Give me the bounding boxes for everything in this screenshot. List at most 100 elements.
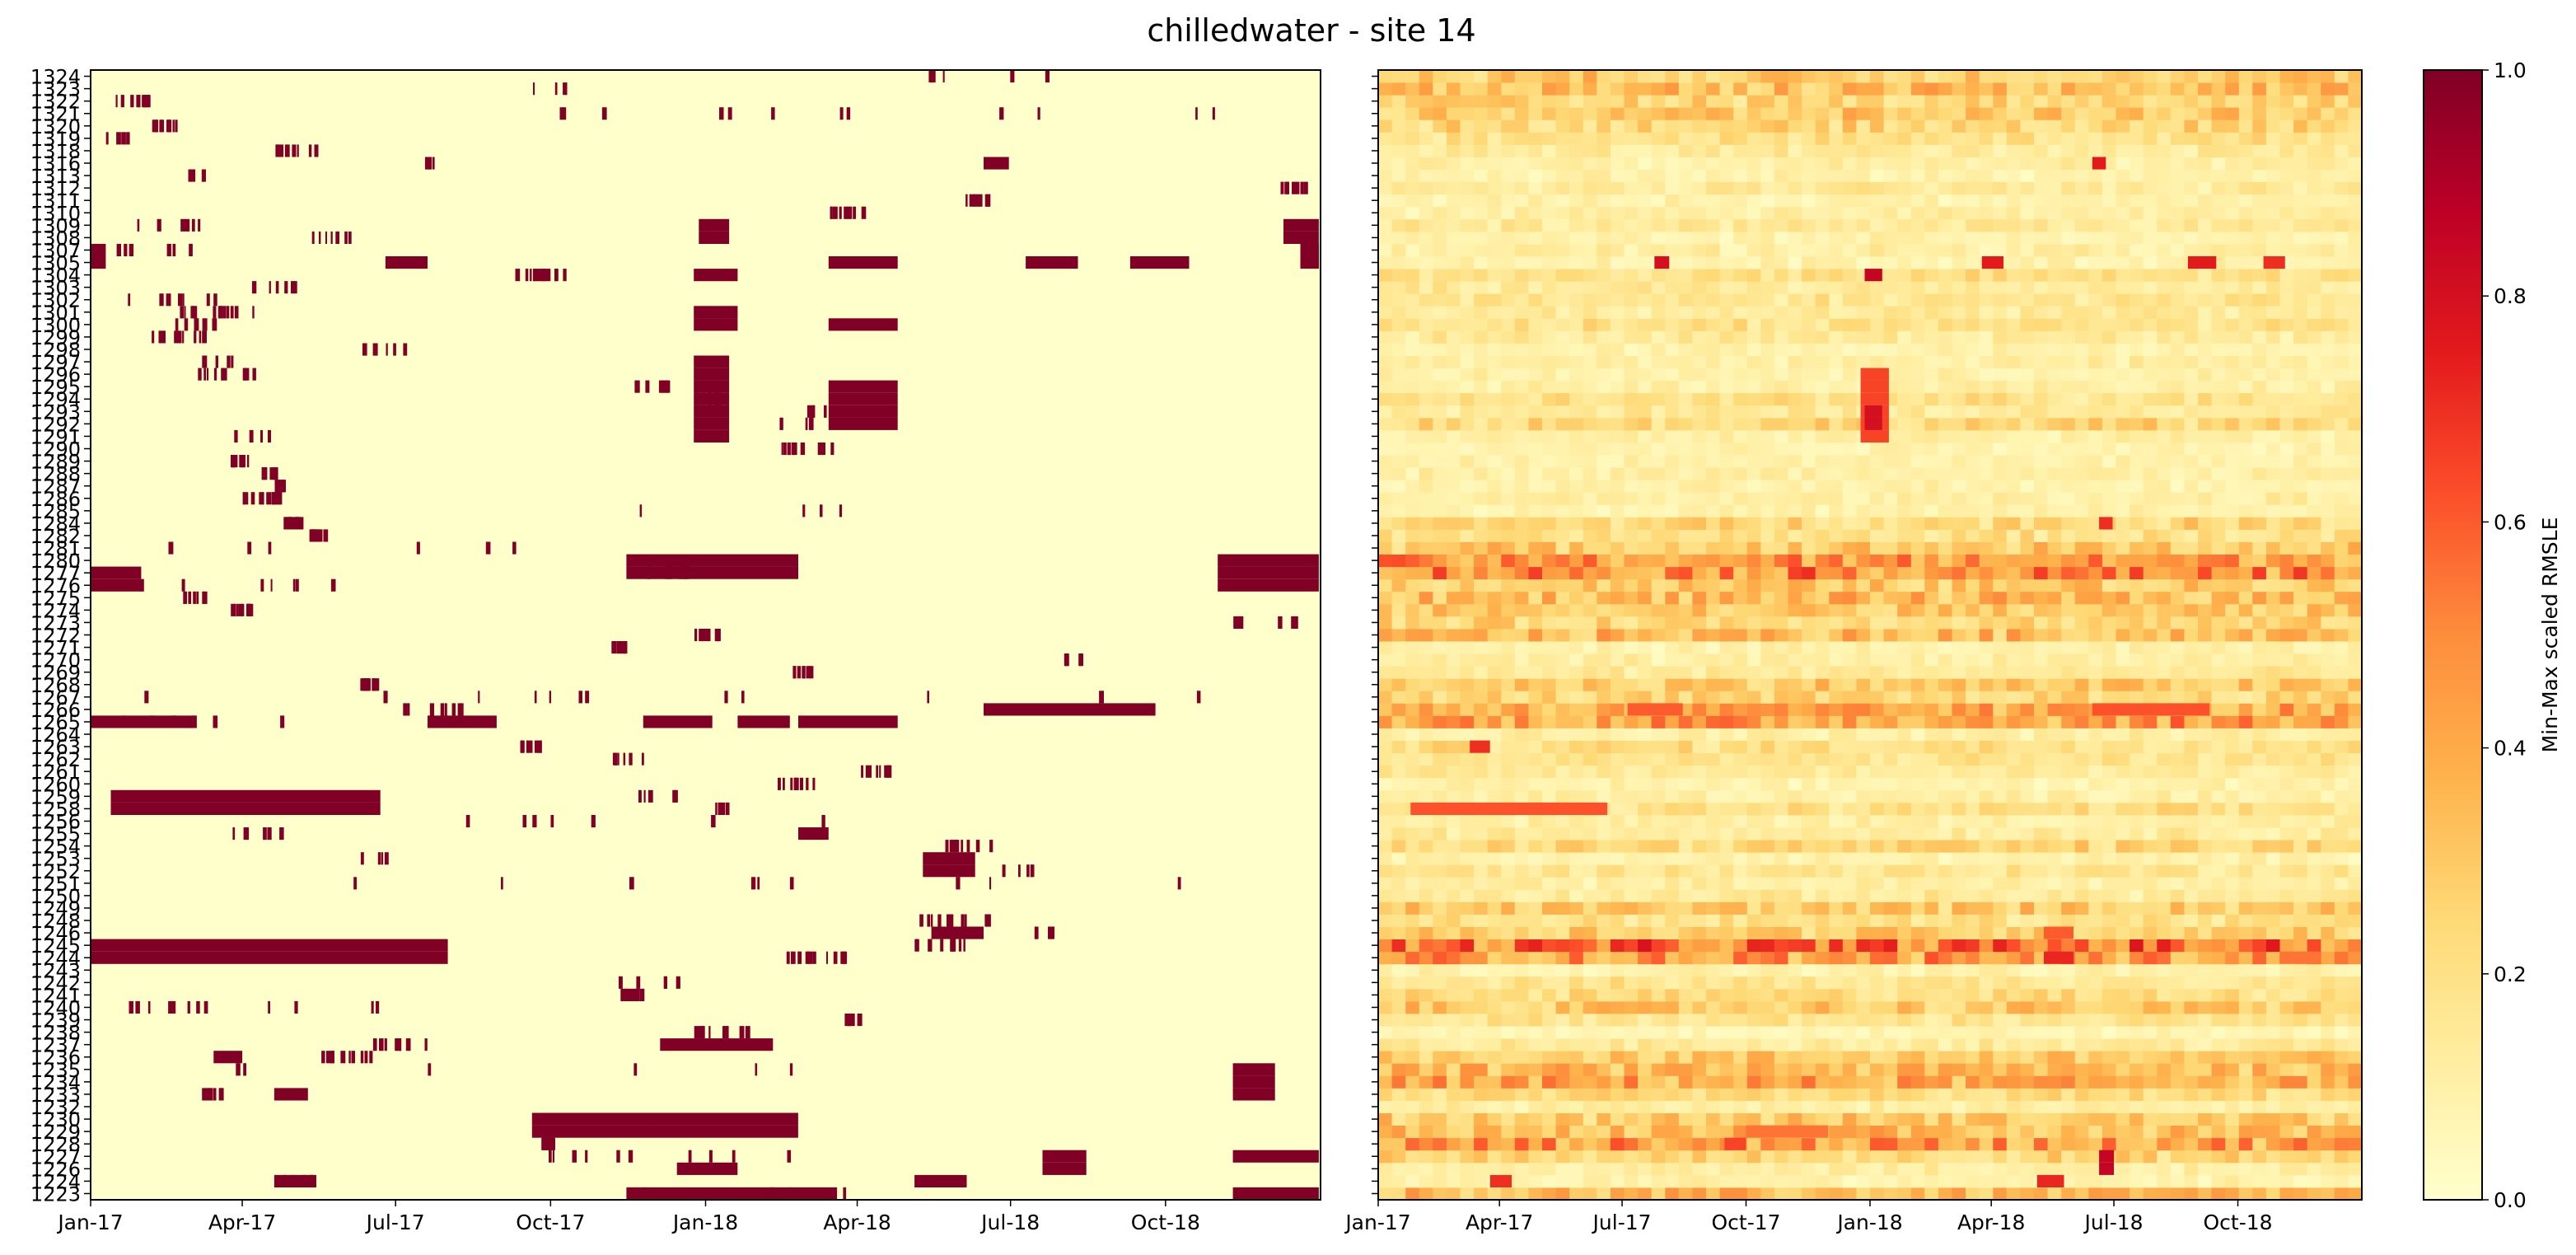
right-heatmap-cell [1528, 1075, 1542, 1089]
left-heatmap-cell [689, 1150, 692, 1163]
right-heatmap-cell [1528, 877, 1542, 890]
right-heatmap-cell [1474, 728, 1488, 742]
right-heatmap-cell [1802, 766, 1816, 779]
right-heatmap-cell [1993, 1063, 2007, 1076]
right-heatmap-cell [2034, 1138, 2048, 1151]
right-heatmap-cell [1829, 989, 1843, 1002]
right-heatmap-cell [1816, 504, 1830, 517]
right-heatmap-cell [1802, 703, 1816, 716]
right-heatmap-cell [1515, 629, 1529, 642]
left-heatmap-cell [399, 1038, 401, 1051]
right-heatmap-cell [1993, 653, 2007, 667]
right-heatmap-cell [1652, 840, 1666, 853]
right-heatmap-cell [1980, 889, 1994, 902]
right-heatmap-cell [1788, 827, 1802, 841]
right-heatmap-cell [1625, 1175, 1639, 1188]
right-heatmap-cell [1870, 901, 1884, 915]
right-heatmap-cell [2157, 1126, 2171, 1139]
right-heatmap-cell [2266, 827, 2280, 841]
right-heatmap-cell [2061, 989, 2075, 1002]
right-heatmap-cell [1897, 641, 1911, 654]
right-heatmap-cell [1433, 889, 1447, 902]
right-heatmap-cell [1447, 852, 1461, 865]
right-heatmap-cell [1515, 555, 1529, 568]
right-heatmap-cell [1938, 852, 1952, 865]
right-heatmap-cell [2212, 889, 2226, 902]
right-heatmap-cell [2239, 641, 2253, 654]
right-heatmap-cell [1843, 864, 1857, 878]
right-heatmap-cell [2266, 604, 2280, 617]
right-heatmap-cell [2116, 715, 2130, 728]
right-heatmap-cell [1556, 604, 1570, 617]
right-heatmap-cell [1679, 1051, 1693, 1064]
right-heatmap-cell [2171, 939, 2185, 953]
right-heatmap-cell [1952, 542, 1966, 555]
right-heatmap-cell [2184, 989, 2198, 1002]
right-heatmap-cell [1419, 492, 1433, 505]
right-heatmap-cell [1542, 1163, 1556, 1176]
right-heatmap-cell [1569, 1175, 1583, 1188]
right-heatmap-cell [2048, 815, 2062, 828]
right-heatmap-cell [2184, 1026, 2198, 1039]
right-heatmap-cell [2007, 964, 2021, 977]
right-heatmap-cell [1474, 852, 1488, 865]
right-heatmap-cell [2007, 753, 2021, 766]
right-heatmap-cell [1856, 678, 1870, 691]
right-heatmap-cell [1980, 1014, 1994, 1027]
left-heatmap-cell [501, 877, 503, 889]
right-heatmap-cell [1625, 629, 1639, 642]
right-heatmap-cell [1515, 964, 1529, 977]
right-heatmap-cell [2239, 567, 2253, 580]
right-heatmap-cell [2075, 1113, 2089, 1126]
right-heatmap-cell [1760, 915, 1774, 928]
right-heatmap-cell [1652, 691, 1666, 704]
right-heatmap-cell [2321, 901, 2335, 915]
left-heatmap-cell [528, 741, 533, 753]
right-heatmap-cell [2075, 555, 2089, 568]
right-heatmap-cell [1597, 641, 1611, 654]
right-heatmap-cell [1419, 753, 1433, 766]
right-heatmap-cell [1597, 790, 1611, 803]
right-heatmap-cell [1392, 1026, 1406, 1039]
right-heatmap-cell [1679, 753, 1693, 766]
right-heatmap-cell [1870, 666, 1884, 679]
right-heatmap-cell [2212, 852, 2226, 865]
right-heatmap-cell [1461, 691, 1475, 704]
right-heatmap-cell [1733, 901, 1747, 915]
right-heatmap-cell [1474, 976, 1488, 990]
right-heatmap-cell [1774, 741, 1788, 754]
left-heatmap-cell [802, 666, 805, 678]
right-heatmap-cell [1788, 616, 1802, 630]
right-heatmap-cell [1843, 815, 1857, 828]
left-heatmap-cell [143, 95, 147, 107]
right-heatmap-cell [2061, 803, 2075, 816]
right-heatmap-cell [1747, 653, 1761, 667]
right-heatmap-cell [1816, 567, 1830, 580]
right-heatmap-cell [1501, 864, 1515, 878]
right-heatmap-cell [1802, 1051, 1816, 1064]
right-heatmap-cell [2075, 766, 2089, 779]
right-heatmap-cell [1419, 989, 1433, 1002]
right-heatmap-cell [2335, 1026, 2349, 1039]
right-heatmap-cell [2144, 840, 2158, 853]
right-heatmap-cell [1542, 840, 1556, 853]
right-heatmap-cell [1747, 1113, 1761, 1126]
right-heatmap-cell [2348, 517, 2362, 530]
right-heatmap-cell [1720, 1038, 1734, 1051]
right-heatmap-cell [1378, 1001, 1392, 1014]
right-heatmap-cell [1692, 1075, 1706, 1089]
right-heatmap-cell [1993, 1001, 2007, 1014]
right-heatmap-cell [2252, 1075, 2266, 1089]
right-heatmap-cell [1856, 616, 1870, 630]
right-heatmap-cell [2307, 827, 2321, 841]
right-heatmap-cell [2184, 666, 2198, 679]
right-heatmap-cell [1692, 790, 1706, 803]
right-heatmap-cell [1447, 753, 1461, 766]
right-heatmap-cell [1788, 1113, 1802, 1126]
right-heatmap-cell [1665, 678, 1679, 691]
right-heatmap-cell [1488, 939, 1502, 953]
right-heatmap-cell [1980, 1051, 1994, 1064]
right-heatmap-cell [1884, 604, 1898, 617]
right-heatmap-cell [1788, 939, 1802, 953]
right-heatmap-cell [1515, 1150, 1529, 1164]
